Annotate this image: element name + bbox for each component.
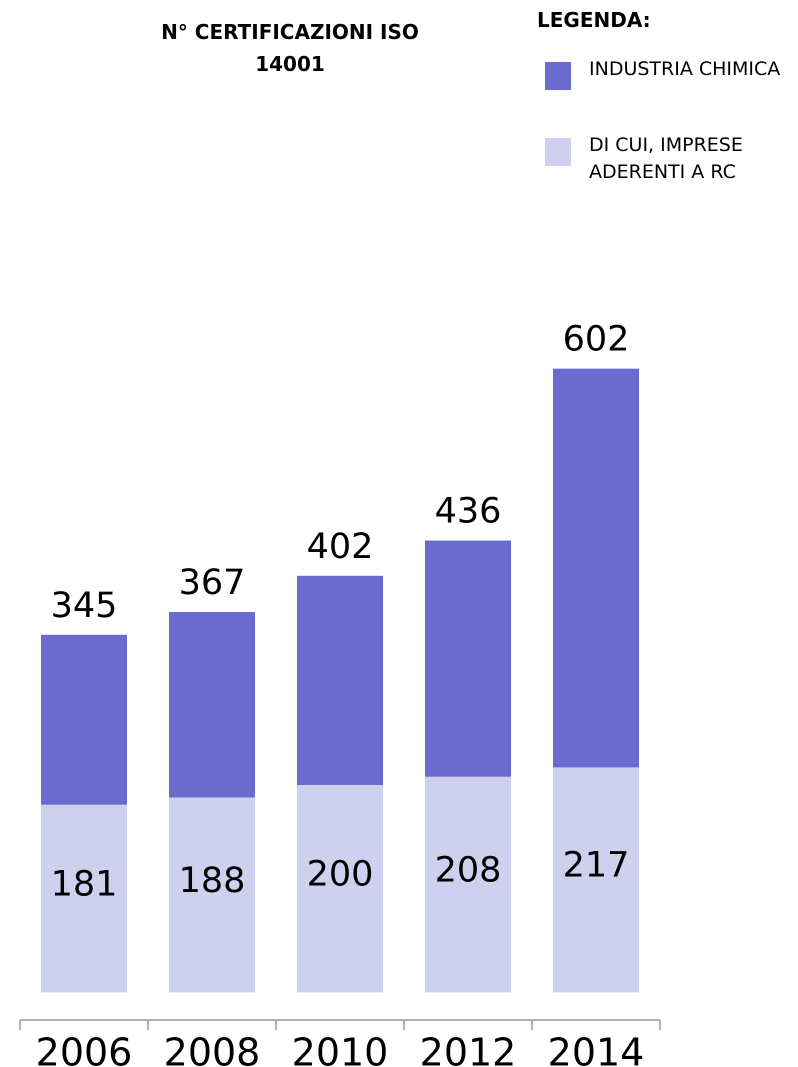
data-label: 367	[179, 563, 246, 603]
data-label: 402	[307, 527, 374, 567]
legend-label: DI CUI, IMPRESE ADERENTI A RC	[589, 134, 743, 183]
bar	[169, 797, 255, 993]
x-tick-label: 2012	[420, 1031, 517, 1067]
data-label: 217	[563, 846, 630, 886]
data-label: 181	[51, 864, 118, 904]
data-label: 436	[435, 492, 502, 532]
legend-swatch	[545, 62, 571, 90]
chart-title: N° CERTIFICAZIONI ISO 14001	[161, 20, 419, 76]
legend-title: LEGENDA:	[537, 8, 651, 32]
x-tick-label: 2014	[548, 1031, 645, 1067]
bar	[553, 767, 639, 993]
data-label: 602	[563, 320, 630, 360]
bar	[425, 776, 511, 993]
data-label: 208	[435, 850, 502, 890]
data-label: 188	[179, 861, 246, 901]
bar	[41, 804, 127, 993]
x-tick-label: 2010	[292, 1031, 389, 1067]
x-tick-label: 2008	[164, 1031, 261, 1067]
bar	[297, 784, 383, 993]
legend-swatch	[545, 138, 571, 166]
data-label: 345	[51, 586, 118, 626]
legend-label: INDUSTRIA CHIMICA	[589, 58, 781, 80]
x-tick-label: 2006	[36, 1031, 133, 1067]
data-label: 200	[307, 855, 374, 895]
